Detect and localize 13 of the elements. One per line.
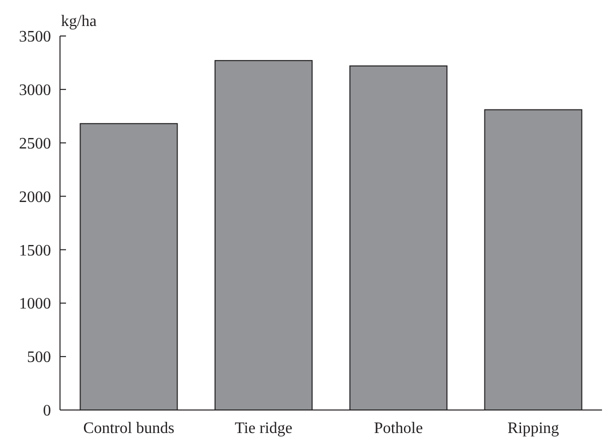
y-axis-title: kg/ha (61, 13, 97, 30)
x-tick-label: Tie ridge (234, 420, 292, 437)
y-tick-label: 1000 (19, 296, 51, 313)
y-tick-label: 1500 (19, 242, 51, 260)
y-tick-label: 3500 (19, 28, 51, 46)
x-tick-label: Pothole (374, 420, 423, 437)
x-tick-label: Control bunds (83, 420, 174, 437)
y-tick-label: 500 (27, 349, 51, 366)
y-tick-label: 2500 (19, 135, 51, 152)
y-tick-label: 0 (43, 402, 51, 420)
y-tick-label: 2000 (19, 188, 51, 206)
y-tick-label: 3000 (19, 82, 51, 100)
x-tick-label: Ripping (507, 420, 560, 437)
